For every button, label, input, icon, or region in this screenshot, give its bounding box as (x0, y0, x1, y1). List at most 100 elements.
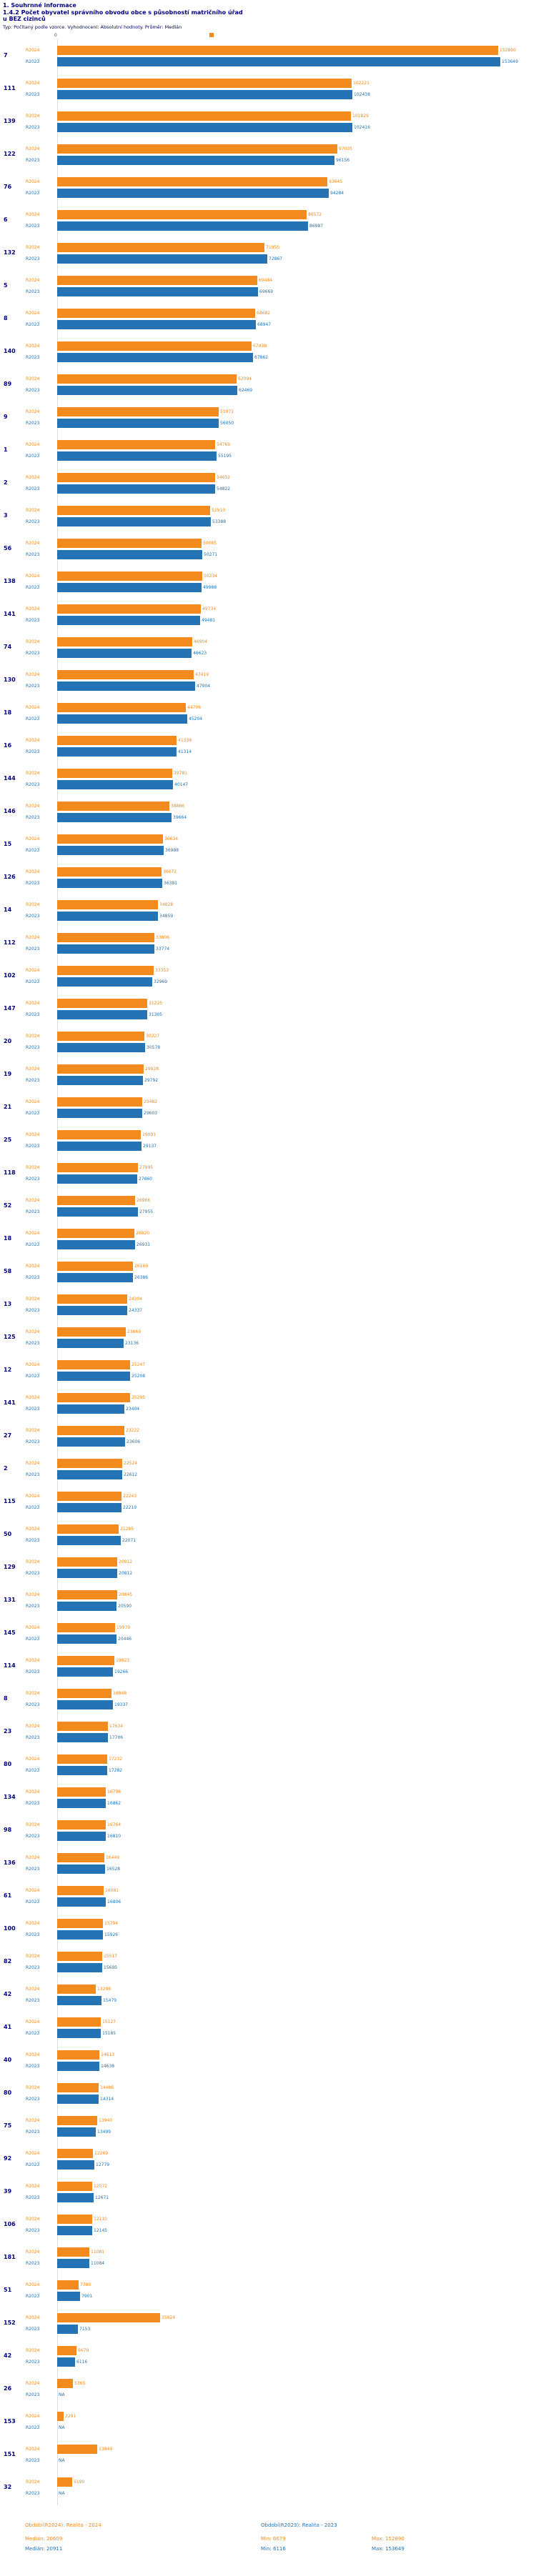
category-label[interactable]: 146 (4, 807, 16, 814)
bar-r2023[interactable] (57, 90, 352, 100)
bar-r2024[interactable] (57, 2412, 64, 2422)
bar-r2023[interactable] (57, 2193, 94, 2203)
bar-r2023[interactable] (57, 616, 200, 626)
bar-r2023[interactable] (57, 1470, 122, 1480)
bar-r2024[interactable] (57, 769, 172, 779)
bar-r2024[interactable] (57, 1163, 138, 1173)
bar-r2024[interactable] (57, 374, 237, 384)
category-label[interactable]: 141 (4, 1399, 16, 1406)
bar-r2023[interactable] (57, 747, 177, 757)
category-label[interactable]: 89 (4, 380, 12, 387)
category-label[interactable]: 26 (4, 2385, 12, 2392)
category-label[interactable]: 51 (4, 2286, 12, 2293)
category-label[interactable]: 61 (4, 1892, 12, 1899)
bar-r2023[interactable] (57, 1437, 125, 1447)
bar-r2023[interactable] (57, 1273, 133, 1283)
bar-r2023[interactable] (57, 1996, 101, 2006)
bar-r2023[interactable] (57, 2062, 99, 2072)
category-label[interactable]: 56 (4, 544, 12, 551)
category-label[interactable]: 2 (4, 1464, 8, 1472)
category-label[interactable]: 132 (4, 249, 16, 256)
bar-r2024[interactable] (57, 2182, 92, 2192)
bar-r2023[interactable] (57, 419, 219, 429)
category-label[interactable]: 14 (4, 906, 12, 913)
bar-r2024[interactable] (57, 440, 215, 450)
bar-r2024[interactable] (57, 111, 351, 121)
bar-r2023[interactable] (57, 2160, 94, 2170)
bar-r2024[interactable] (57, 1196, 135, 1206)
bar-r2024[interactable] (57, 2116, 97, 2126)
bar-r2024[interactable] (57, 407, 219, 417)
bar-r2023[interactable] (57, 156, 334, 166)
legend-r2023[interactable]: Období(R2023): Realita - 2023 (261, 2522, 337, 2528)
bar-r2024[interactable] (57, 736, 177, 746)
category-label[interactable]: 144 (4, 774, 16, 782)
bar-r2024[interactable] (57, 1886, 104, 1896)
bar-r2024[interactable] (57, 1853, 104, 1863)
bar-r2023[interactable] (57, 123, 352, 133)
category-label[interactable]: 12 (4, 1366, 12, 1373)
bar-r2024[interactable] (57, 966, 154, 976)
bar-r2023[interactable] (57, 1503, 121, 1513)
bar-r2024[interactable] (57, 539, 202, 549)
bar-r2023[interactable] (57, 649, 192, 659)
bar-r2024[interactable] (57, 1985, 96, 1995)
bar-r2023[interactable] (57, 1569, 117, 1579)
category-label[interactable]: 131 (4, 1596, 16, 1603)
legend-r2024[interactable]: Období(R2024): Realita - 2024 (25, 2522, 101, 2528)
bar-r2024[interactable] (57, 1492, 121, 1502)
category-label[interactable]: 136 (4, 1859, 16, 1866)
bar-r2023[interactable] (57, 1602, 116, 1612)
bar-r2024[interactable] (57, 2379, 73, 2389)
bar-r2024[interactable] (57, 834, 163, 844)
category-label[interactable]: 6 (4, 216, 8, 223)
category-label[interactable]: 141 (4, 610, 16, 617)
bar-r2023[interactable] (57, 1076, 143, 1086)
category-label[interactable]: 18 (4, 709, 12, 716)
bar-r2024[interactable] (57, 1689, 111, 1699)
bar-r2023[interactable] (57, 846, 164, 856)
bar-r2023[interactable] (57, 1634, 116, 1644)
category-label[interactable]: 32 (4, 2483, 12, 2490)
category-label[interactable]: 125 (4, 1333, 16, 1340)
category-label[interactable]: 2 (4, 479, 8, 486)
category-label[interactable]: 111 (4, 84, 16, 91)
bar-r2024[interactable] (57, 2083, 99, 2093)
category-label[interactable]: 153 (4, 2417, 16, 2425)
bar-r2023[interactable] (57, 451, 217, 461)
bar-r2024[interactable] (57, 1590, 117, 1600)
bar-r2024[interactable] (57, 506, 210, 516)
category-label[interactable]: 1 (4, 446, 8, 453)
category-label[interactable]: 145 (4, 1629, 16, 1636)
bar-r2024[interactable] (57, 2247, 89, 2257)
bar-r2023[interactable] (57, 714, 187, 724)
bar-r2023[interactable] (57, 57, 500, 67)
bar-r2024[interactable] (57, 79, 352, 89)
category-label[interactable]: 92 (4, 2155, 12, 2162)
category-label[interactable]: 114 (4, 1662, 16, 1669)
bar-r2024[interactable] (57, 802, 169, 812)
bar-r2023[interactable] (57, 1240, 135, 1250)
bar-r2023[interactable] (57, 1799, 106, 1809)
bar-r2024[interactable] (57, 309, 255, 319)
bar-r2023[interactable] (57, 189, 329, 199)
bar-r2024[interactable] (57, 2445, 97, 2455)
bar-r2023[interactable] (57, 320, 256, 330)
bar-r2024[interactable] (57, 999, 147, 1009)
bar-r2023[interactable] (57, 1930, 103, 1940)
bar-r2024[interactable] (57, 604, 201, 614)
bar-r2023[interactable] (57, 912, 158, 922)
category-label[interactable]: 18 (4, 1234, 12, 1242)
category-label[interactable]: 152 (4, 2319, 16, 2326)
category-label[interactable]: 100 (4, 1924, 16, 1932)
bar-r2023[interactable] (57, 1700, 113, 1710)
bar-r2024[interactable] (57, 900, 158, 910)
bar-r2024[interactable] (57, 1787, 106, 1797)
bar-r2024[interactable] (57, 1064, 144, 1074)
bar-r2023[interactable] (57, 517, 211, 527)
bar-r2024[interactable] (57, 1097, 142, 1107)
category-label[interactable]: 41 (4, 2023, 12, 2030)
bar-r2024[interactable] (57, 1722, 108, 1732)
bar-r2023[interactable] (57, 1109, 142, 1119)
bar-r2023[interactable] (57, 1372, 130, 1382)
